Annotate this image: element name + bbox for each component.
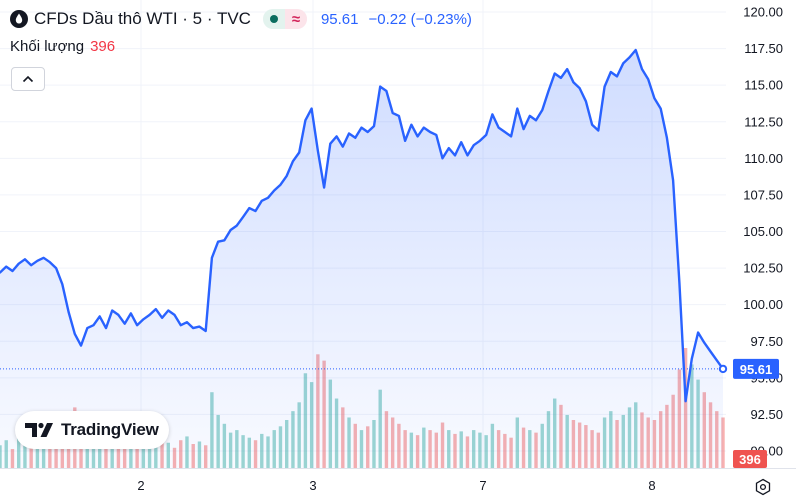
volume-value: 396 xyxy=(90,38,116,55)
market-status-dot-icon xyxy=(262,9,285,29)
last-price-dot xyxy=(718,364,728,374)
time-axis-label: 2 xyxy=(137,478,144,493)
price-axis-label: 110.00 xyxy=(744,151,783,166)
symbol-header[interactable]: CFDs Dầu thô WTI · 5 · TVC ≈ 95.61 −0.22… xyxy=(10,6,472,32)
time-axis-label: 3 xyxy=(309,478,316,493)
axis-tags: 95.61 396 xyxy=(733,358,779,468)
volume-tag-label: 396 xyxy=(739,452,761,467)
time-axis-label: 7 xyxy=(479,478,486,493)
price-change-value: −0.22 (−0.23%) xyxy=(368,10,472,28)
price-area-fill xyxy=(0,50,723,468)
collapse-legend-button[interactable] xyxy=(11,67,45,91)
price-axis[interactable]: 120.00 117.50 115.00 112.50 110.00 107.50 105.… xyxy=(743,5,783,459)
last-price-tag-label: 95.61 xyxy=(740,362,773,377)
symbol-title[interactable]: CFDs Dầu thô WTI · 5 · TVC xyxy=(34,9,251,28)
tradingview-mark-icon xyxy=(25,422,53,437)
price-axis-label: 117.50 xyxy=(744,41,783,56)
price-line xyxy=(0,48,725,403)
time-axis[interactable]: 2 3 7 8 xyxy=(0,468,796,494)
price-axis-label: 92.50 xyxy=(750,407,783,422)
settings-gear-icon[interactable] xyxy=(754,478,772,496)
tradingview-logo[interactable]: TradingView xyxy=(15,411,169,449)
volume-legend[interactable]: Khối lượng 396 xyxy=(10,38,115,55)
price-axis-label: 105.00 xyxy=(743,224,783,239)
price-axis-label: 102.50 xyxy=(743,261,783,276)
price-axis-label: 97.50 xyxy=(750,334,783,349)
price-axis-label: 115.00 xyxy=(744,78,783,93)
tradingview-logo-text: TradingView xyxy=(61,420,159,439)
volume-tag xyxy=(733,450,767,468)
price-axis-label: 107.50 xyxy=(743,187,783,202)
oil-drop-icon xyxy=(10,10,28,28)
last-price-value: 95.61 xyxy=(320,10,359,28)
volume-label: Khối lượng xyxy=(10,38,85,55)
chevron-up-icon xyxy=(22,75,34,83)
price-axis-label: 112.50 xyxy=(744,114,783,129)
time-axis-label: 8 xyxy=(648,478,655,493)
last-price-tag xyxy=(733,358,779,379)
approx-icon: ≈ xyxy=(284,9,307,29)
price-axis-label: 120.00 xyxy=(743,5,783,20)
market-status-pill[interactable]: ≈ xyxy=(262,9,307,29)
price-axis-label: 100.00 xyxy=(743,297,783,312)
